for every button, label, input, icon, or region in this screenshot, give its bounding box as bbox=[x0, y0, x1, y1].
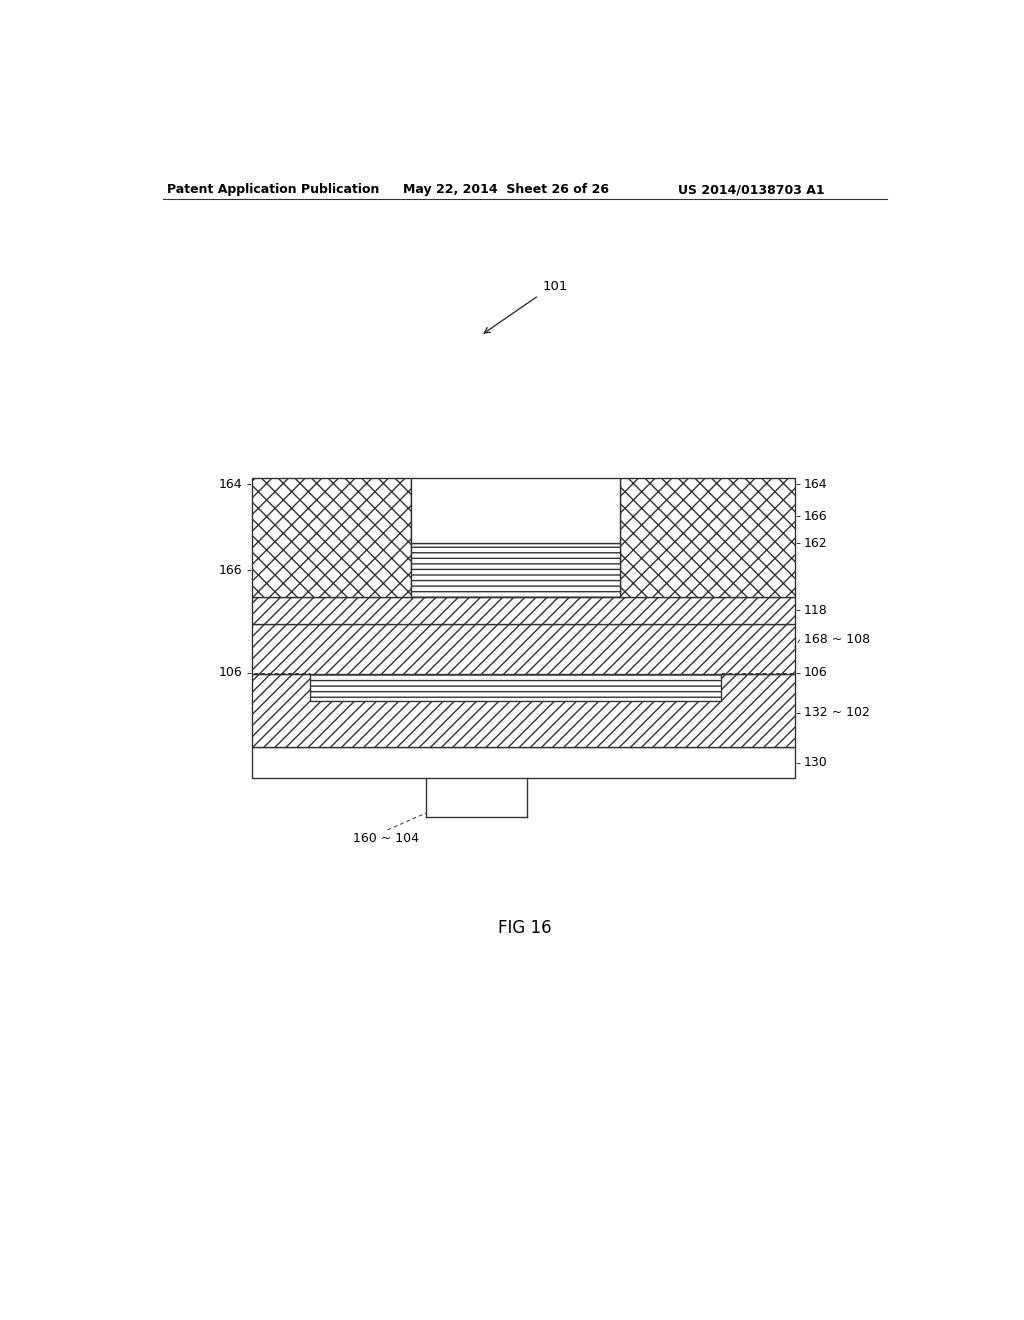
Text: 162: 162 bbox=[804, 537, 827, 550]
Text: Patent Application Publication: Patent Application Publication bbox=[167, 183, 379, 197]
Text: US 2014/0138703 A1: US 2014/0138703 A1 bbox=[678, 183, 825, 197]
Text: 164: 164 bbox=[804, 478, 827, 491]
Text: 132 ~ 102: 132 ~ 102 bbox=[804, 706, 869, 719]
Text: 101: 101 bbox=[543, 280, 568, 293]
Bar bbox=[411, 478, 621, 544]
Text: 118: 118 bbox=[804, 603, 827, 616]
Bar bbox=[411, 544, 621, 598]
Text: 168 ~ 108: 168 ~ 108 bbox=[804, 634, 870, 647]
Bar bbox=[252, 675, 795, 747]
Text: FIG 16: FIG 16 bbox=[498, 920, 552, 937]
Bar bbox=[252, 597, 795, 624]
Text: 130: 130 bbox=[804, 756, 827, 770]
Text: 160 ~ 104: 160 ~ 104 bbox=[352, 832, 419, 845]
Text: May 22, 2014  Sheet 26 of 26: May 22, 2014 Sheet 26 of 26 bbox=[403, 183, 609, 197]
Bar bbox=[310, 644, 721, 701]
Text: 106: 106 bbox=[804, 667, 827, 680]
Bar bbox=[621, 478, 795, 598]
Text: 106: 106 bbox=[219, 667, 243, 680]
Text: 166: 166 bbox=[219, 564, 243, 577]
Bar bbox=[252, 624, 795, 675]
Bar bbox=[252, 478, 411, 598]
Text: 166: 166 bbox=[804, 510, 827, 523]
Bar bbox=[252, 747, 795, 779]
Text: 164: 164 bbox=[219, 478, 243, 491]
